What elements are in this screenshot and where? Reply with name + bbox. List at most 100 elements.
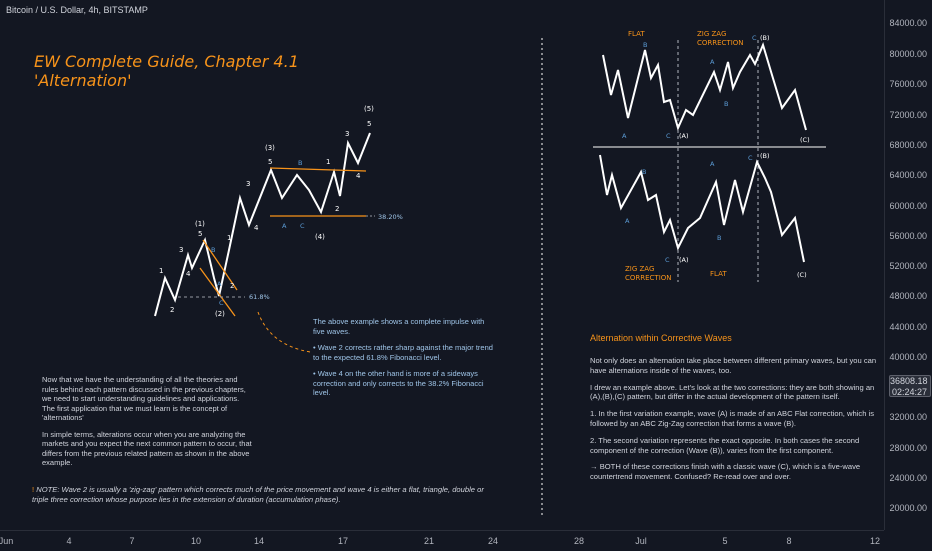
alternation-p4: 2. The second variation represents the e… [590, 435, 860, 455]
wave-label: (2) [215, 310, 225, 318]
price-tick: 48000.00 [889, 291, 927, 301]
alternation-p2: I drew an example above. Let's look at t… [590, 382, 875, 402]
wave-label: 3 [246, 180, 250, 188]
wave-label: 5 [367, 120, 371, 128]
flat-zigzag-line [602, 42, 807, 131]
wave-label: (1) [195, 220, 205, 228]
wave4-upper-line [269, 167, 367, 172]
price-tick: 20000.00 [889, 503, 927, 513]
wave-label: 5 [198, 230, 202, 238]
time-tick: Jun [0, 536, 14, 546]
guide-title-line1: EW Complete Guide, Chapter 4.1 [34, 52, 299, 71]
impulse-explanation: The above example shows a complete impul… [313, 317, 495, 405]
flat-title-bottom: FLAT [710, 270, 727, 278]
corr-label: A [710, 58, 715, 66]
corr-label: A [710, 160, 715, 168]
price-tick: 84000.00 [889, 18, 927, 28]
abc-label: B [298, 159, 302, 167]
price-tick: 80000.00 [889, 49, 927, 59]
drawing-layer: 1 2 3 4 5 (1) (2) 1 2 3 4 (3) 5 1 2 (4) … [154, 30, 826, 515]
price-tick: 44000.00 [889, 322, 927, 332]
wave-label: 4 [186, 270, 191, 278]
impulse-line [154, 132, 371, 317]
price-tick: 76000.00 [889, 79, 927, 89]
warning-icon: ! [32, 485, 35, 494]
wave-label: 5 [268, 158, 272, 166]
guide-title-line2: 'Alternation' [34, 71, 132, 90]
wave-label: (3) [265, 144, 275, 152]
zigzag-title-bottom-2: CORRECTION [625, 274, 672, 282]
alternation-p5: → BOTH of these corrections finish with … [590, 462, 861, 482]
zigzag-title: ZIG ZAG [697, 30, 726, 38]
wave-label: (4) [315, 233, 325, 241]
corr-label: B [642, 168, 646, 176]
time-tick: Jul [635, 536, 647, 546]
time-tick: 17 [337, 536, 349, 546]
price-tick: 52000.00 [889, 261, 927, 271]
fib-618-label: 61.8% [249, 293, 270, 301]
time-tick: 24 [487, 536, 499, 546]
time-axis[interactable]: Jun 4 7 10 14 17 21 24 28 Jul 5 8 12 [0, 530, 884, 551]
wave2-channel-lower [199, 267, 236, 317]
impulse-explanation-p2: • Wave 2 corrects rather sharp against t… [313, 343, 493, 362]
corr-label: C [748, 154, 753, 162]
flat-title: FLAT [628, 30, 645, 38]
symbol-title[interactable]: Bitcoin / U.S. Dollar, 4h, BITSTAMP [6, 5, 148, 15]
time-tick: 21 [423, 536, 435, 546]
corr-label: (C) [800, 136, 810, 144]
wave-label: 2 [170, 306, 174, 314]
time-tick: 8 [786, 536, 792, 546]
price-tick: 32000.00 [889, 412, 927, 422]
corr-label: C [665, 256, 670, 264]
corr-label: B [717, 234, 721, 242]
price-tick: 68000.00 [889, 140, 927, 150]
alternation-heading: Alternation within Corrective Waves [590, 333, 732, 343]
wave-label: 2 [230, 282, 234, 290]
wave-label: 2 [335, 205, 339, 213]
wave-label: (5) [364, 105, 374, 113]
guide-title: EW Complete Guide, Chapter 4.1 'Alternat… [34, 52, 299, 90]
wave-label: 1 [227, 234, 231, 242]
footnote-text: NOTE: Wave 2 is usually a 'zig-zag' patt… [32, 485, 484, 504]
pointer-arrow [257, 311, 311, 353]
intro-note-p2: In simple terms, alterations occur when … [42, 429, 252, 468]
wave-label: 3 [179, 246, 183, 254]
abc-label: C [219, 299, 224, 307]
time-tick: 4 [66, 536, 72, 546]
wave2-channel-upper [202, 239, 238, 291]
current-price-badge: 36808.18 02:24:27 [889, 375, 931, 397]
impulse-explanation-p1: The above example shows a complete impul… [313, 317, 485, 336]
zigzag-title-bottom: ZIG ZAG [625, 265, 654, 273]
corr-label: (B) [760, 34, 770, 42]
corr-label: (C) [797, 271, 807, 279]
time-tick: 28 [573, 536, 585, 546]
time-tick: 5 [722, 536, 728, 546]
impulse-explanation-p3: • Wave 4 on the other hand is more of a … [313, 369, 484, 397]
corr-label: A [625, 217, 630, 225]
intro-note-p1: Now that we have the understanding of al… [42, 375, 246, 422]
wave-label: 1 [326, 158, 330, 166]
price-tick: 64000.00 [889, 170, 927, 180]
time-tick: 14 [253, 536, 265, 546]
abc-label: A [217, 280, 222, 288]
intro-note: Now that we have the understanding of al… [42, 375, 254, 475]
alternation-p3: 1. In the first variation example, wave … [590, 409, 875, 428]
zigzag-flat-line [599, 154, 805, 263]
corr-label: (A) [679, 132, 689, 140]
price-tick: 24000.00 [889, 473, 927, 483]
current-price: 36808.18 [890, 376, 928, 386]
wave-label: 1 [159, 267, 163, 275]
abc-label: B [211, 246, 215, 254]
corr-label: C [666, 132, 671, 140]
price-axis[interactable]: 36808.18 02:24:27 84000.00 80000.00 76000.… [884, 0, 932, 530]
chart-area[interactable]: Bitcoin / U.S. Dollar, 4h, BITSTAMP EW C… [0, 0, 884, 530]
corr-label: A [622, 132, 627, 140]
time-tick: 10 [190, 536, 202, 546]
zigzag-title-2: CORRECTION [697, 39, 744, 47]
wave-label: 3 [345, 130, 349, 138]
wave-label: 4 [254, 224, 259, 232]
corr-label: B [724, 100, 728, 108]
abc-label: A [282, 222, 287, 230]
footnote: ! NOTE: Wave 2 is usually a 'zig-zag' pa… [32, 485, 502, 505]
price-tick: 40000.00 [889, 352, 927, 362]
